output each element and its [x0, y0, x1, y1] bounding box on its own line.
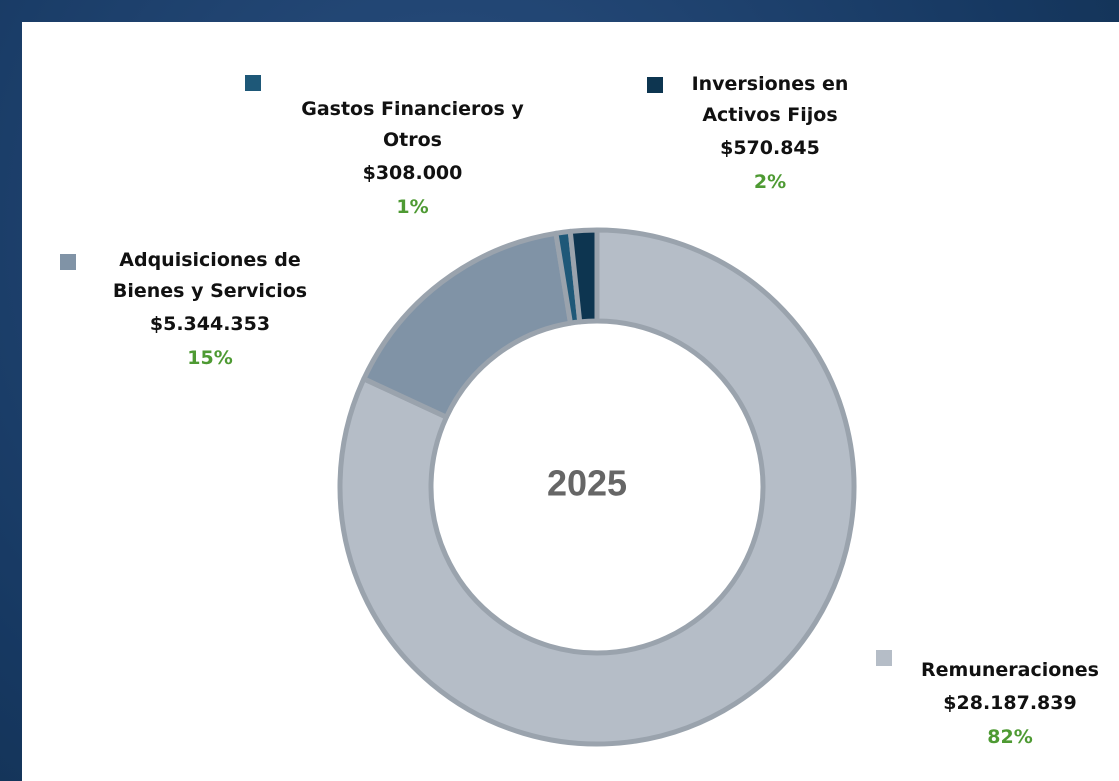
slice [567, 227, 600, 325]
legend-swatch [876, 650, 892, 666]
value-label: $308.000 [362, 162, 463, 184]
value-label: $570.845 [720, 137, 820, 159]
center-label: 2025 [547, 463, 627, 504]
slice-label: Inversiones en Activos Fijos $570.845 2% [665, 69, 875, 198]
slice [337, 227, 857, 747]
value-label: $28.187.839 [943, 692, 1077, 714]
percent-label: 15% [187, 347, 233, 369]
value-label: $5.344.353 [149, 313, 271, 335]
percent-label: 82% [987, 726, 1033, 748]
percent-label: 2% [753, 171, 787, 193]
legend-swatch [647, 77, 663, 93]
category-label: Adquisiciones de Bienes y Servicios [112, 249, 308, 302]
percent-label: 1% [396, 196, 429, 218]
category-label: Gastos Financieros y Otros [301, 98, 524, 151]
slice [361, 230, 573, 420]
slice-label: Adquisiciones de Bienes y Servicios $5.34… [85, 245, 335, 374]
category-label: Inversiones en Activos Fijos [691, 73, 849, 126]
legend-swatch [60, 254, 76, 270]
category-label: Remuneraciones [921, 659, 1099, 681]
slice-label: Gastos Financieros y Otros $308.000 1% [290, 94, 535, 223]
legend-swatch [245, 75, 261, 91]
slice-label: Remuneraciones $28.187.839 82% [900, 655, 1119, 753]
